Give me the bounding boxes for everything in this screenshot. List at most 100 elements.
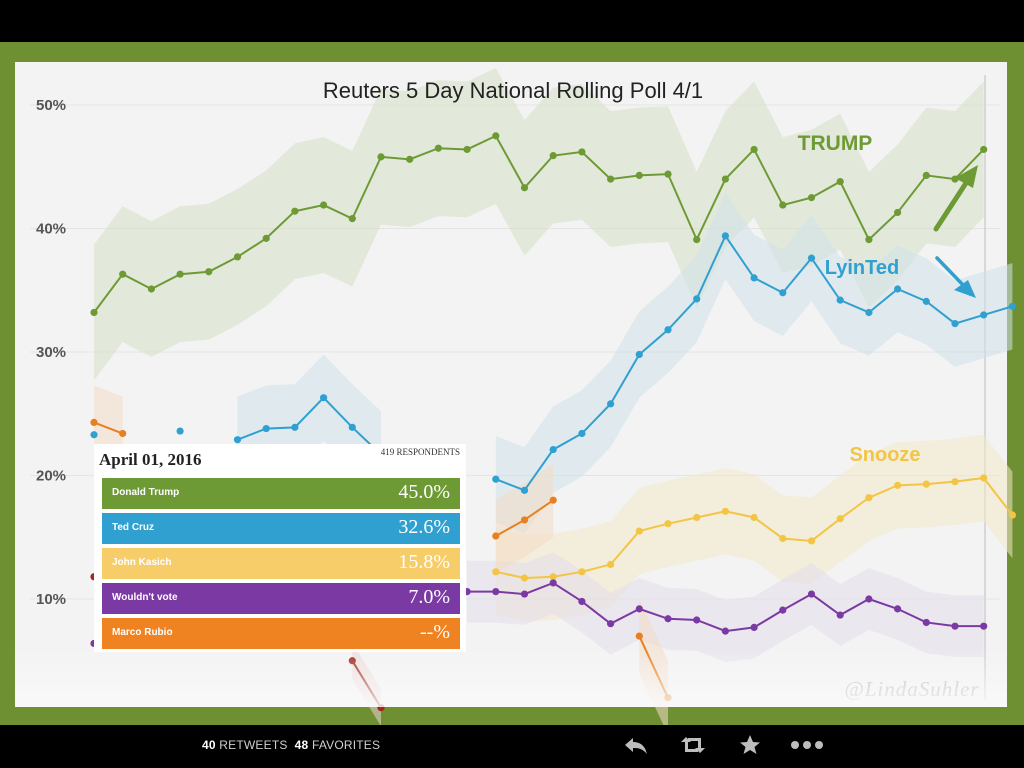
kasich-point bbox=[664, 520, 672, 528]
result-name: Wouldn't vote bbox=[112, 592, 178, 603]
cruz-point bbox=[348, 423, 356, 431]
result-value: 7.0% bbox=[408, 586, 450, 608]
kasich-point bbox=[836, 515, 844, 523]
trump-point bbox=[291, 207, 299, 215]
trump-point bbox=[348, 215, 356, 223]
trump-point bbox=[406, 155, 414, 163]
popup-respondents: 419 RESPONDENTS bbox=[380, 447, 460, 457]
trump-line bbox=[93, 134, 985, 314]
result-name: Ted Cruz bbox=[112, 522, 155, 533]
trump-point bbox=[262, 234, 270, 242]
kasich-point bbox=[549, 573, 557, 581]
cruz-point bbox=[836, 296, 844, 304]
trump-point bbox=[578, 148, 586, 156]
result-row-kasich: John Kasich 15.8% bbox=[102, 548, 460, 579]
wouldn-t-vote-point bbox=[779, 606, 787, 614]
more-options-icon[interactable] bbox=[790, 733, 824, 763]
retweet-count: 40 bbox=[202, 738, 216, 752]
result-value: 32.6% bbox=[398, 516, 450, 538]
trump-point bbox=[693, 236, 701, 244]
trump-point bbox=[865, 236, 873, 244]
cruz-point bbox=[865, 308, 873, 317]
wouldn-t-vote-point bbox=[807, 590, 816, 598]
cruz-point bbox=[721, 232, 730, 240]
kasich-confidence-band bbox=[495, 434, 1013, 622]
kasich-point bbox=[922, 480, 930, 488]
cruz-point bbox=[664, 326, 672, 334]
wouldn-t-vote-point bbox=[750, 623, 758, 632]
cruz-point bbox=[549, 445, 557, 454]
wouldn-t-vote-point bbox=[664, 615, 672, 623]
wouldn-t-vote-point bbox=[578, 597, 586, 606]
tweet-action-bar: 40 RETWEETS 48 FAVORITES bbox=[0, 725, 1024, 768]
cruz-point bbox=[90, 431, 98, 439]
wouldn-t-vote-point bbox=[922, 618, 930, 627]
retweet-label: RETWEETS bbox=[219, 738, 288, 752]
result-row-wouldnt-vote: Wouldn't vote 7.0% bbox=[102, 583, 460, 614]
poll-results-card: April 01, 2016 419 RESPONDENTS Donald Tr… bbox=[94, 444, 466, 652]
trump-point bbox=[721, 175, 730, 183]
chart-title: Reuters 5 Day National Rolling Poll 4/1 bbox=[323, 78, 703, 103]
trump-point bbox=[779, 201, 787, 209]
trump-point bbox=[635, 171, 643, 179]
result-value: 15.8% bbox=[398, 551, 450, 573]
kasich-point bbox=[693, 513, 701, 522]
kasich-point bbox=[951, 478, 959, 486]
favorite-star-icon[interactable] bbox=[738, 733, 762, 763]
cruz-point bbox=[1008, 302, 1017, 310]
result-value: 45.0% bbox=[398, 481, 450, 503]
wouldn-t-vote-point bbox=[549, 579, 557, 587]
wouldn-t-vote-point bbox=[693, 616, 701, 624]
cruz-line bbox=[237, 396, 382, 456]
trump-point bbox=[492, 132, 500, 140]
trump-point bbox=[664, 170, 672, 178]
favorite-count: 48 bbox=[294, 738, 309, 752]
rubio-point bbox=[549, 496, 557, 504]
cruz-point bbox=[291, 423, 299, 431]
cruz-label: LyinTed bbox=[825, 257, 899, 279]
trump-confidence-band bbox=[94, 67, 984, 381]
cruz-point bbox=[750, 274, 758, 282]
kasich-point bbox=[607, 560, 615, 569]
kasich-point bbox=[750, 513, 758, 522]
cruz-point bbox=[635, 350, 643, 359]
trump-point bbox=[980, 145, 988, 154]
tweet-stats: 40 RETWEETS 48 FAVORITES bbox=[202, 738, 380, 752]
trump-point bbox=[549, 152, 557, 160]
kasich-point bbox=[578, 568, 586, 576]
wouldn-t-vote-point bbox=[836, 611, 844, 619]
y-tick-label: 50% bbox=[36, 97, 66, 114]
kasich-point bbox=[980, 474, 988, 482]
cruz-point bbox=[894, 285, 902, 293]
popup-date: April 01, 2016 bbox=[99, 450, 202, 469]
retweet-icon[interactable] bbox=[678, 733, 708, 763]
cruz-point bbox=[607, 400, 615, 408]
kasich-point bbox=[520, 574, 529, 582]
result-row-rubio: Marco Rubio --% bbox=[102, 618, 460, 649]
kasich-label: Snooze bbox=[849, 444, 920, 466]
y-tick-label: 30% bbox=[36, 344, 66, 361]
cruz-point bbox=[520, 486, 529, 494]
carson-point bbox=[377, 704, 385, 712]
result-row-trump: Donald Trump 45.0% bbox=[102, 478, 460, 509]
trump-point bbox=[836, 177, 844, 186]
watermark: @LindaSuhler bbox=[844, 677, 979, 701]
cruz-point bbox=[262, 424, 270, 433]
reply-icon[interactable] bbox=[623, 733, 649, 763]
cruz-confidence-band bbox=[495, 192, 1013, 534]
wouldn-t-vote-point bbox=[951, 622, 959, 630]
trump-point bbox=[119, 270, 127, 278]
rubio-line bbox=[93, 421, 124, 435]
trump-point bbox=[463, 145, 471, 154]
wouldn-t-vote-confidence-band bbox=[467, 552, 984, 662]
cruz-point bbox=[980, 311, 988, 319]
wouldn-t-vote-point bbox=[894, 605, 902, 613]
trump-point bbox=[894, 208, 902, 217]
kasich-point bbox=[635, 527, 643, 535]
wouldn-t-vote-point bbox=[635, 605, 643, 613]
trump-point bbox=[90, 308, 98, 317]
y-tick-label: 10% bbox=[36, 591, 66, 608]
trump-point bbox=[807, 194, 816, 202]
kasich-point bbox=[807, 537, 816, 545]
cruz-arrow bbox=[935, 256, 976, 298]
